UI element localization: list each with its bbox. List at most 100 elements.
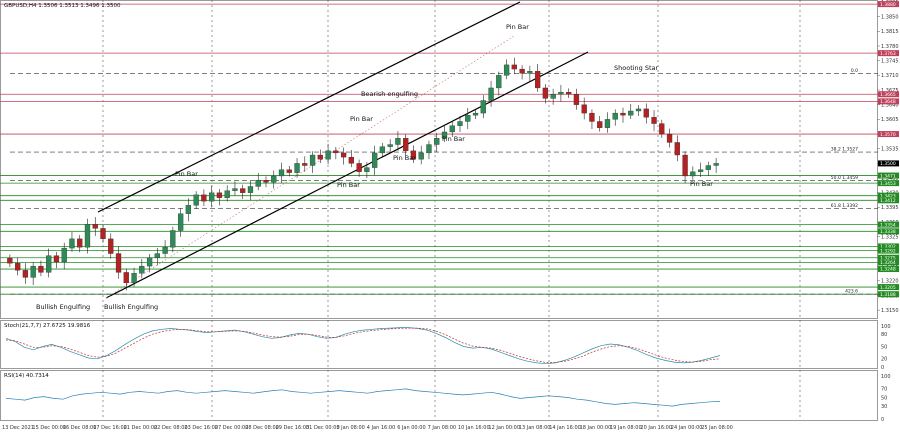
candle-body-37 <box>294 163 300 173</box>
candle-body-82 <box>643 108 649 118</box>
channel-upper-line <box>97 1 521 213</box>
price-tag-15: 1.3264 <box>880 260 896 266</box>
candle-body-84 <box>659 123 665 135</box>
candle-body-51 <box>403 138 409 151</box>
annotation-7: Pin Bar <box>442 135 465 143</box>
candle-body-13 <box>108 238 114 254</box>
time-label-21: 20 Jan 16:00 <box>640 425 672 431</box>
candle-body-1 <box>15 263 21 271</box>
candle-body-81 <box>635 108 642 112</box>
price-tag-bg-15 <box>878 259 899 266</box>
stoch-tick-3: 20 <box>881 357 887 363</box>
candle-body-69 <box>542 87 549 99</box>
candle-body-52 <box>410 150 417 160</box>
stoch-tick-2: 50 <box>881 344 887 350</box>
channel-lower-line <box>105 51 589 299</box>
price-tag-bg-11 <box>878 228 899 235</box>
candle-body-44 <box>348 156 354 164</box>
candle-body-85 <box>666 133 673 143</box>
annotation-5: Pin Bar <box>337 181 360 189</box>
time-label-8: 28 Dec 08:00 <box>245 425 279 431</box>
price-tag-bg-9 <box>878 197 899 204</box>
symbol-header: GBPUSD,H4 1.3506 1.3513 1.3496 1.3500 <box>4 3 121 9</box>
candle-body-9 <box>77 238 83 248</box>
candle-body-31 <box>247 186 254 193</box>
candle-body-62 <box>488 87 494 101</box>
candle-body-29 <box>232 188 238 191</box>
annotation-4: Bearish engulfing <box>361 90 418 98</box>
candlestick-series <box>7 57 719 291</box>
fib-label-2: 50.0 1.3459 <box>831 175 858 181</box>
stoch-line-0 <box>5 327 721 365</box>
trend-channel <box>97 1 589 299</box>
rsi-tick-0: 100 <box>881 374 891 380</box>
candle-body-25 <box>201 194 207 202</box>
candle-body-68 <box>534 71 541 89</box>
candle-body-33 <box>263 180 269 183</box>
time-label-14: 7 Jan 08:00 <box>428 425 456 431</box>
price-tick-1: 1.3850 <box>881 14 899 20</box>
time-label-16: 12 Jan 00:00 <box>488 425 520 431</box>
candle-body-65 <box>511 64 517 70</box>
candle-body-59 <box>465 115 471 122</box>
pattern-annotations: Bullish Engulfing Bullish Engulfing Pin Ba… <box>36 23 713 311</box>
candle-body-35 <box>278 169 285 177</box>
candle-body-73 <box>573 94 580 105</box>
annotation-8: Pin Bar <box>506 23 529 31</box>
price-tick-12: 1.3465 <box>881 176 899 182</box>
fib-label-4: 423.6 <box>845 289 858 295</box>
candle-body-48 <box>379 146 386 154</box>
candle-body-56 <box>441 131 448 139</box>
price-tag-bg-3 <box>878 98 899 105</box>
candle-body-41 <box>325 150 331 160</box>
candle-body-39 <box>309 154 316 166</box>
time-label-4: 21 Dec 00:00 <box>124 425 158 431</box>
candle-body-53 <box>418 152 424 160</box>
candle-body-86 <box>674 142 680 156</box>
price-tag-bg-17 <box>878 284 899 291</box>
candle-body-42 <box>333 150 339 154</box>
time-label-12: 4 Jan 16:00 <box>367 425 395 431</box>
price-tag-bg-13 <box>878 247 899 254</box>
candle-body-14 <box>115 253 122 273</box>
candle-body-55 <box>434 138 440 145</box>
candle-body-17 <box>139 265 145 274</box>
price-tag-16: 1.3248 <box>880 267 896 273</box>
candle-body-76 <box>597 121 603 128</box>
stoch-tick-0: 100 <box>881 324 891 330</box>
price-tag-2: 1.3665 <box>880 92 896 98</box>
time-label-0: 13 Dec 2021 <box>2 425 34 431</box>
annotation-0: Bullish Engulfing <box>36 303 90 311</box>
candle-body-78 <box>612 112 618 120</box>
price-tag-1: 1.3763 <box>880 51 896 57</box>
price-tick-6: 1.3675 <box>881 88 899 94</box>
candle-body-80 <box>628 110 634 116</box>
candle-body-63 <box>496 75 502 89</box>
candle-body-20 <box>162 247 168 254</box>
candle-body-72 <box>566 91 572 95</box>
candle-body-61 <box>480 100 486 114</box>
time-label-9: 29 Dec 16:00 <box>276 425 310 431</box>
candle-body-23 <box>185 205 192 214</box>
stoch-title: Stoch(21,7,7) 27.6725 19.9816 <box>4 323 91 329</box>
candle-body-18 <box>146 257 153 267</box>
candle-body-64 <box>503 64 510 76</box>
candle-body-32 <box>255 180 261 187</box>
time-label-20: 19 Jan 08:00 <box>610 425 642 431</box>
rsi-tick-1: 70 <box>881 387 887 393</box>
candle-body-87 <box>682 154 688 177</box>
rsi-panel: 100 70 50 30 0 <box>5 374 891 423</box>
price-tag-14: 1.3275 <box>880 255 896 261</box>
candle-body-21 <box>170 230 176 248</box>
time-label-18: 14 Jan 16:00 <box>549 425 581 431</box>
candle-body-36 <box>286 169 292 173</box>
candle-body-28 <box>224 190 230 198</box>
price-tag-0: 1.3880 <box>880 2 896 8</box>
candle-body-10 <box>84 224 91 248</box>
price-tick-21: 1.3150 <box>881 308 899 314</box>
price-tag-10: 1.3354 <box>880 222 896 228</box>
candle-body-70 <box>550 94 556 99</box>
price-tag-bg-14 <box>878 254 899 261</box>
